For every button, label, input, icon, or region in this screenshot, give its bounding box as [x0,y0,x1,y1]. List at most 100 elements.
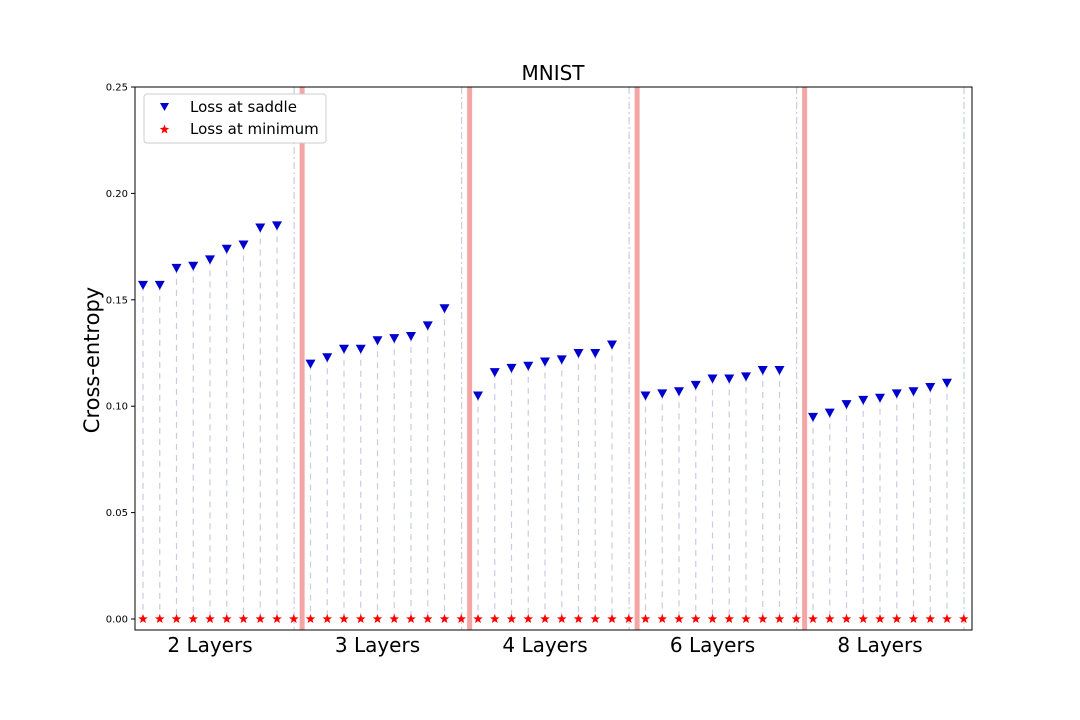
legend-minimum-marker [159,124,170,134]
y-tick-label: 0.05 [106,508,128,519]
legend-minimum-label: Loss at minimum [190,120,319,138]
minimum-point [858,614,869,624]
saddle-point [858,395,869,405]
saddle-point [339,344,349,354]
minimum-point [942,614,952,624]
legend: Loss at saddle Loss at minimum [143,93,327,144]
saddle-point [272,221,282,231]
minimum-point [875,614,885,624]
saddle-point [523,361,534,371]
minimum-point [640,614,651,624]
group-label: 8 Layers [837,633,922,657]
saddle-point [406,331,416,341]
saddle-point [355,344,366,354]
minimum-point [573,614,584,624]
saddle-point [942,378,952,388]
saddle-point [808,412,818,422]
saddle-point [891,389,902,399]
saddle-point [389,334,400,344]
saddle-point [372,336,383,346]
minimum-point [690,614,701,624]
minimum-point [171,614,182,624]
saddle-point [824,408,835,418]
minimum-point [473,614,483,624]
minimum-point [322,614,333,624]
minimum-point [540,614,550,624]
minimum-point [841,614,852,624]
minimum-point [138,614,148,624]
minimum-point [439,614,450,624]
saddle-point [221,244,232,254]
minimum-point [272,614,282,624]
minimum-point [908,614,919,624]
saddle-point [305,359,316,369]
minimum-point [406,614,416,624]
minimum-point [707,614,718,624]
saddle-point [255,223,266,233]
saddle-point [925,383,936,393]
y-axis-label: Cross-entropy [80,287,104,433]
saddle-point [489,368,500,378]
minimum-point [422,614,433,624]
y-tick-label: 0.20 [106,189,128,200]
group-separator [802,87,808,630]
group-label: 4 Layers [502,633,587,657]
minimum-point [154,614,165,624]
minimum-point [221,614,232,624]
saddle-point [573,349,584,358]
y-axis: 0.00 0.05 0.10 0.15 0.20 0.25 [106,83,135,626]
legend-saddle-label: Loss at saddle [190,98,297,116]
minimum-point [757,614,768,624]
minimum-point [556,614,567,624]
saddle-point [322,353,333,363]
minimum-point [288,614,299,624]
saddle-point [422,321,433,331]
group-labels: 2 Layers 3 Layers 4 Layers 6 Layers 8 Layers [167,633,922,657]
minimum-point [590,614,601,624]
minimum-point [255,614,266,624]
saddle-point [154,280,165,290]
minimum-point [674,614,684,624]
minimum-point [456,614,467,624]
saddle-point [908,387,919,397]
minimum-point [389,614,400,624]
minimum-point [774,614,785,624]
minimum-point [205,614,215,624]
legend-box [143,93,327,144]
plot-frame [134,86,973,631]
saddle-point [774,366,785,376]
saddle-point [238,240,249,250]
minimum-point [238,614,249,624]
minimum-point [305,614,316,624]
y-tick-label: 0.10 [106,402,128,413]
minimum-point [808,614,818,624]
saddle-point [590,349,601,358]
minimum-point [824,614,835,624]
minimum-point [355,614,366,624]
minimum-point [657,614,668,624]
minimum-point [623,614,634,624]
minimum-point [958,614,969,624]
y-tick-label: 0.15 [106,295,128,306]
minimum-point [523,614,534,624]
saddle-point [138,280,148,290]
saddle-point [841,400,852,410]
saddle-point [205,255,215,265]
minimum-point [891,614,902,624]
saddle-point [690,380,701,390]
saddle-point [556,355,567,365]
saddle-point [473,391,483,401]
saddle-point [506,363,517,373]
minimum-point [607,614,617,624]
minimum-point [506,614,517,624]
saddle-point [741,372,751,382]
saddle-point [707,374,718,384]
minimum-point [372,614,383,624]
saddle-point [188,261,199,271]
group-separator [467,87,473,630]
minimum-point [489,614,500,624]
minimum-point [925,614,936,624]
group-label: 6 Layers [670,633,755,657]
chart-title: MNIST [521,61,585,85]
group-separator [299,87,305,630]
